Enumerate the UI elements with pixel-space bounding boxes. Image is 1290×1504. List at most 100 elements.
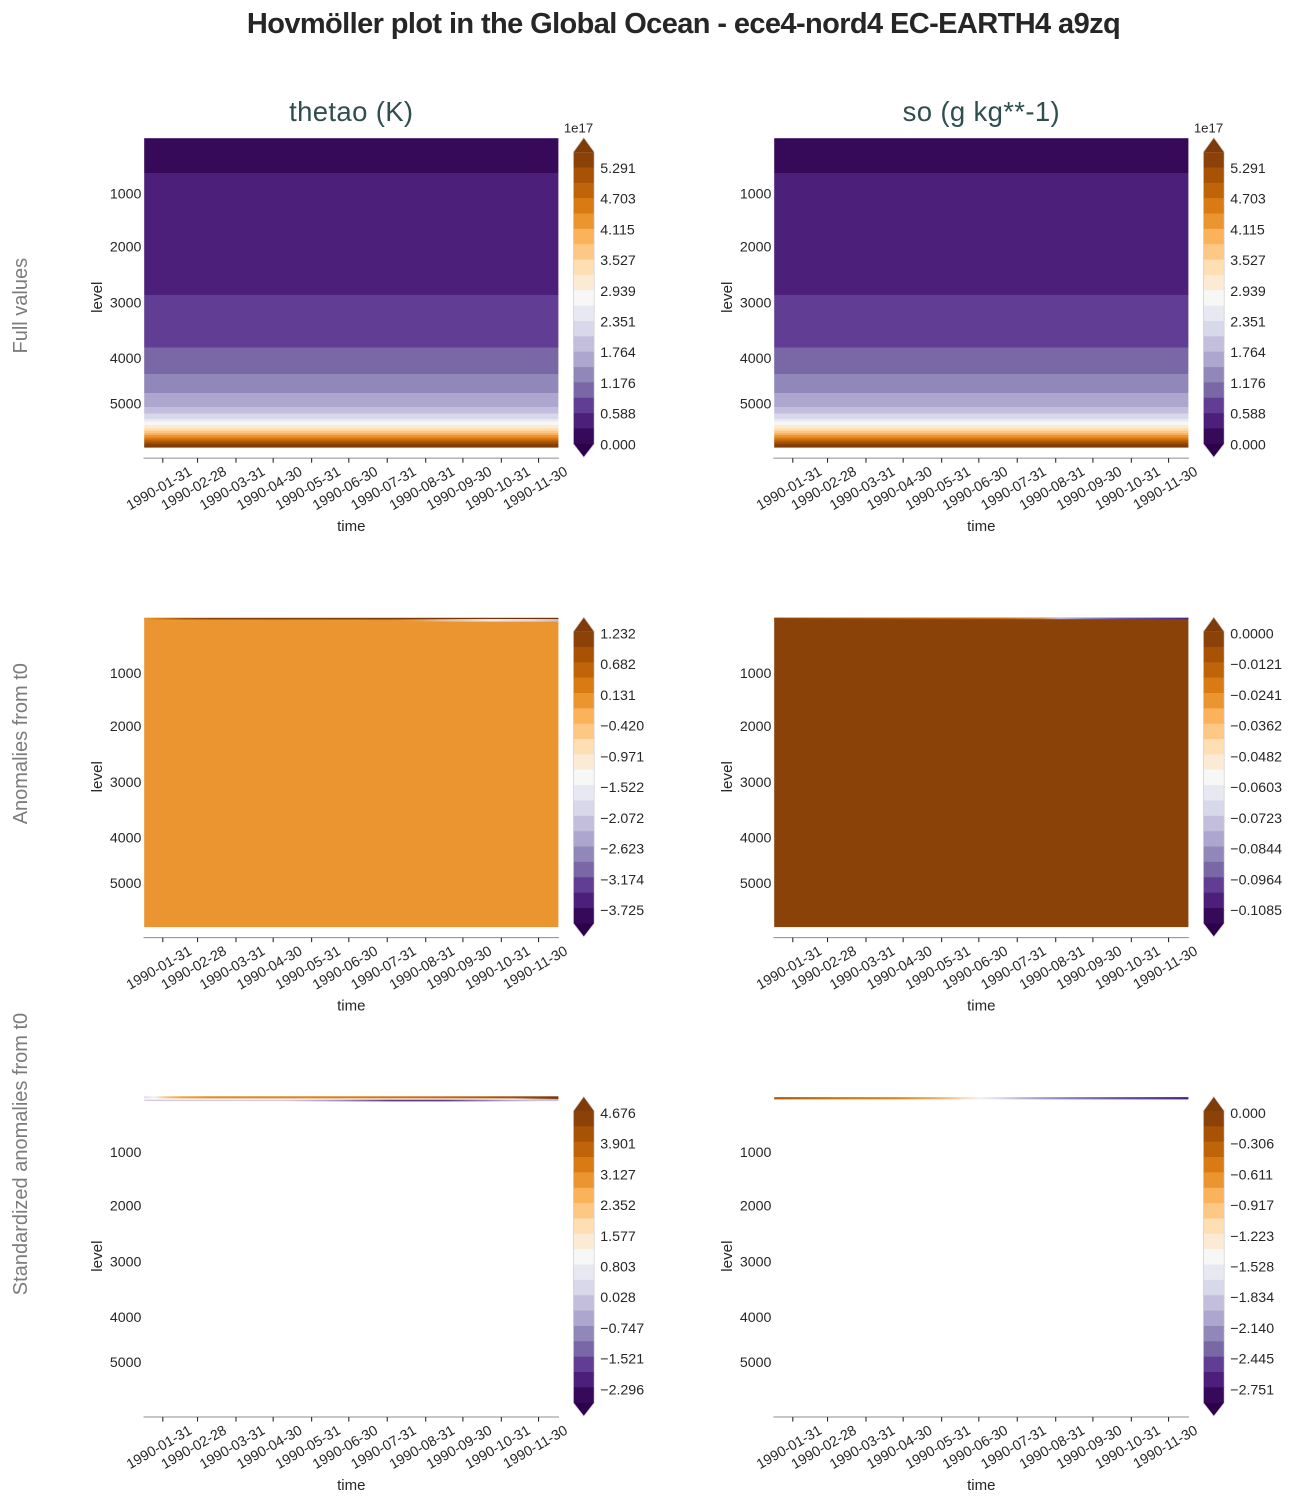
svg-text:2000: 2000: [110, 719, 142, 735]
svg-text:4.703: 4.703: [600, 192, 636, 208]
svg-text:3000: 3000: [740, 775, 772, 791]
svg-text:4000: 4000: [110, 830, 142, 846]
svg-text:−0.1085: −0.1085: [1230, 903, 1282, 919]
svg-text:−3.725: −3.725: [600, 903, 644, 919]
svg-text:5000: 5000: [110, 1355, 142, 1371]
svg-text:3000: 3000: [110, 1254, 142, 1270]
svg-text:−2.623: −2.623: [600, 842, 644, 858]
svg-text:3.527: 3.527: [600, 253, 636, 269]
svg-text:3000: 3000: [110, 775, 142, 791]
svg-text:level: level: [89, 282, 106, 313]
svg-text:3000: 3000: [740, 1254, 772, 1270]
svg-text:4000: 4000: [740, 351, 772, 367]
svg-text:4000: 4000: [110, 1310, 142, 1326]
svg-text:2.351: 2.351: [1230, 315, 1266, 331]
svg-text:2000: 2000: [740, 719, 772, 735]
svg-text:−2.296: −2.296: [600, 1382, 644, 1398]
svg-text:1.764: 1.764: [600, 345, 636, 361]
svg-text:−0.0482: −0.0482: [1230, 749, 1282, 765]
svg-text:Standardized anomalies from t0: Standardized anomalies from t0: [10, 1013, 32, 1295]
svg-text:3000: 3000: [110, 295, 142, 311]
svg-text:2.351: 2.351: [600, 315, 636, 331]
svg-text:1.176: 1.176: [600, 376, 636, 392]
svg-text:Hovmöller plot in the Global O: Hovmöller plot in the Global Ocean - ece…: [247, 8, 1120, 40]
svg-text:1000: 1000: [110, 1145, 142, 1161]
svg-text:3.901: 3.901: [600, 1137, 636, 1153]
svg-text:0.682: 0.682: [600, 657, 636, 673]
svg-text:−0.420: −0.420: [600, 719, 644, 735]
svg-text:level: level: [89, 1240, 106, 1271]
svg-text:0.028: 0.028: [600, 1290, 636, 1306]
svg-text:Full values: Full values: [10, 258, 32, 354]
svg-text:−0.917: −0.917: [1230, 1198, 1274, 1214]
svg-text:−0.0121: −0.0121: [1230, 657, 1282, 673]
svg-text:time: time: [967, 518, 995, 535]
svg-text:0.0000: 0.0000: [1230, 627, 1274, 643]
svg-text:5000: 5000: [740, 876, 772, 892]
svg-text:2.939: 2.939: [600, 284, 636, 300]
svg-text:2000: 2000: [740, 1199, 772, 1215]
svg-text:so (g kg**-1): so (g kg**-1): [903, 96, 1060, 127]
svg-text:0.000: 0.000: [1230, 1106, 1266, 1122]
svg-text:−0.611: −0.611: [1230, 1167, 1273, 1183]
svg-text:−0.747: −0.747: [600, 1321, 644, 1337]
svg-text:0.000: 0.000: [600, 437, 636, 453]
svg-text:0.588: 0.588: [600, 407, 636, 423]
svg-text:1000: 1000: [740, 1145, 772, 1161]
svg-text:2.939: 2.939: [1230, 284, 1266, 300]
svg-text:1000: 1000: [740, 186, 772, 202]
svg-text:−0.971: −0.971: [600, 749, 644, 765]
svg-text:level: level: [89, 761, 106, 792]
svg-text:4000: 4000: [110, 351, 142, 367]
svg-text:1000: 1000: [110, 186, 142, 202]
svg-text:time: time: [337, 518, 365, 535]
svg-text:2000: 2000: [110, 240, 142, 256]
svg-text:−2.072: −2.072: [600, 811, 644, 827]
svg-text:−1.528: −1.528: [1230, 1260, 1274, 1276]
svg-text:3.127: 3.127: [600, 1167, 636, 1183]
svg-text:time: time: [337, 998, 365, 1015]
svg-text:4000: 4000: [740, 830, 772, 846]
svg-text:thetao (K): thetao (K): [289, 96, 413, 127]
svg-text:5.291: 5.291: [1230, 161, 1266, 177]
svg-text:4.703: 4.703: [1230, 192, 1266, 208]
svg-text:−1.522: −1.522: [600, 780, 644, 796]
svg-text:5000: 5000: [740, 1355, 772, 1371]
svg-text:−1.223: −1.223: [1230, 1229, 1274, 1245]
svg-text:1e17: 1e17: [564, 121, 593, 136]
svg-text:−0.0603: −0.0603: [1230, 780, 1282, 796]
svg-text:2000: 2000: [110, 1199, 142, 1215]
svg-text:−2.751: −2.751: [1230, 1382, 1274, 1398]
svg-text:−0.0723: −0.0723: [1230, 811, 1282, 827]
svg-text:−1.521: −1.521: [600, 1352, 644, 1368]
svg-text:−0.0362: −0.0362: [1230, 719, 1282, 735]
svg-text:4.115: 4.115: [600, 222, 635, 238]
svg-text:−3.174: −3.174: [600, 872, 644, 888]
svg-text:2.352: 2.352: [600, 1198, 636, 1214]
svg-text:1.232: 1.232: [600, 627, 636, 643]
svg-text:time: time: [967, 998, 995, 1015]
svg-text:1000: 1000: [110, 666, 142, 682]
svg-text:5000: 5000: [110, 876, 142, 892]
svg-text:3.527: 3.527: [1230, 253, 1266, 269]
svg-text:1.764: 1.764: [1230, 345, 1266, 361]
svg-text:1000: 1000: [740, 666, 772, 682]
svg-text:0.000: 0.000: [1230, 437, 1266, 453]
svg-text:−2.445: −2.445: [1230, 1352, 1274, 1368]
svg-text:2000: 2000: [740, 240, 772, 256]
svg-text:5000: 5000: [740, 396, 772, 412]
svg-text:Anomalies from t0: Anomalies from t0: [10, 663, 32, 824]
svg-text:−0.0241: −0.0241: [1230, 688, 1282, 704]
svg-text:3000: 3000: [740, 295, 772, 311]
svg-text:level: level: [719, 1240, 736, 1271]
svg-text:−0.306: −0.306: [1230, 1137, 1274, 1153]
svg-text:1.176: 1.176: [1230, 376, 1266, 392]
svg-text:−0.0844: −0.0844: [1230, 842, 1282, 858]
svg-text:1e17: 1e17: [1194, 121, 1223, 136]
svg-text:0.131: 0.131: [600, 688, 636, 704]
svg-text:5000: 5000: [110, 396, 142, 412]
svg-text:−1.834: −1.834: [1230, 1290, 1274, 1306]
svg-text:0.803: 0.803: [600, 1260, 636, 1276]
svg-text:time: time: [967, 1477, 995, 1494]
svg-text:4.115: 4.115: [1230, 222, 1265, 238]
